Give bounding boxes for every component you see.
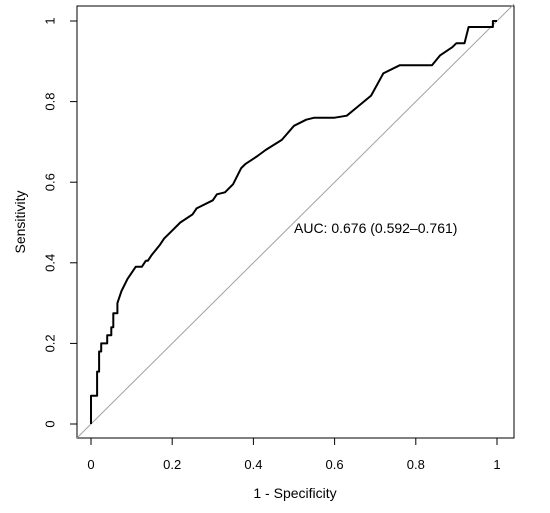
x-tick-label: 0.8 — [407, 457, 425, 472]
x-tick-label: 1 — [493, 457, 500, 472]
y-tick-label: 0.4 — [43, 254, 58, 272]
roc-curve — [90, 20, 497, 424]
x-tick-label: 0.6 — [326, 457, 344, 472]
x-axis: 0 0.2 0.4 0.6 0.8 1 — [87, 437, 501, 472]
y-axis-label: Sensitivity — [12, 190, 28, 253]
y-tick-label: 0 — [43, 420, 58, 427]
reference-diagonal-line — [76, 3, 515, 439]
x-tick-label: 0 — [87, 457, 94, 472]
y-axis: 0 0.2 0.4 0.6 0.8 1 — [43, 17, 78, 428]
auc-annotation: AUC: 0.676 (0.592–0.761) — [294, 220, 457, 236]
x-tick-label: 0.2 — [163, 457, 181, 472]
y-tick-label: 0.2 — [43, 334, 58, 352]
y-tick-label: 0.6 — [43, 173, 58, 191]
x-axis-label: 1 - Specificity — [253, 485, 336, 501]
y-tick-label: 1 — [43, 17, 58, 24]
x-tick-label: 0.4 — [244, 457, 262, 472]
y-tick-label: 0.8 — [43, 93, 58, 111]
